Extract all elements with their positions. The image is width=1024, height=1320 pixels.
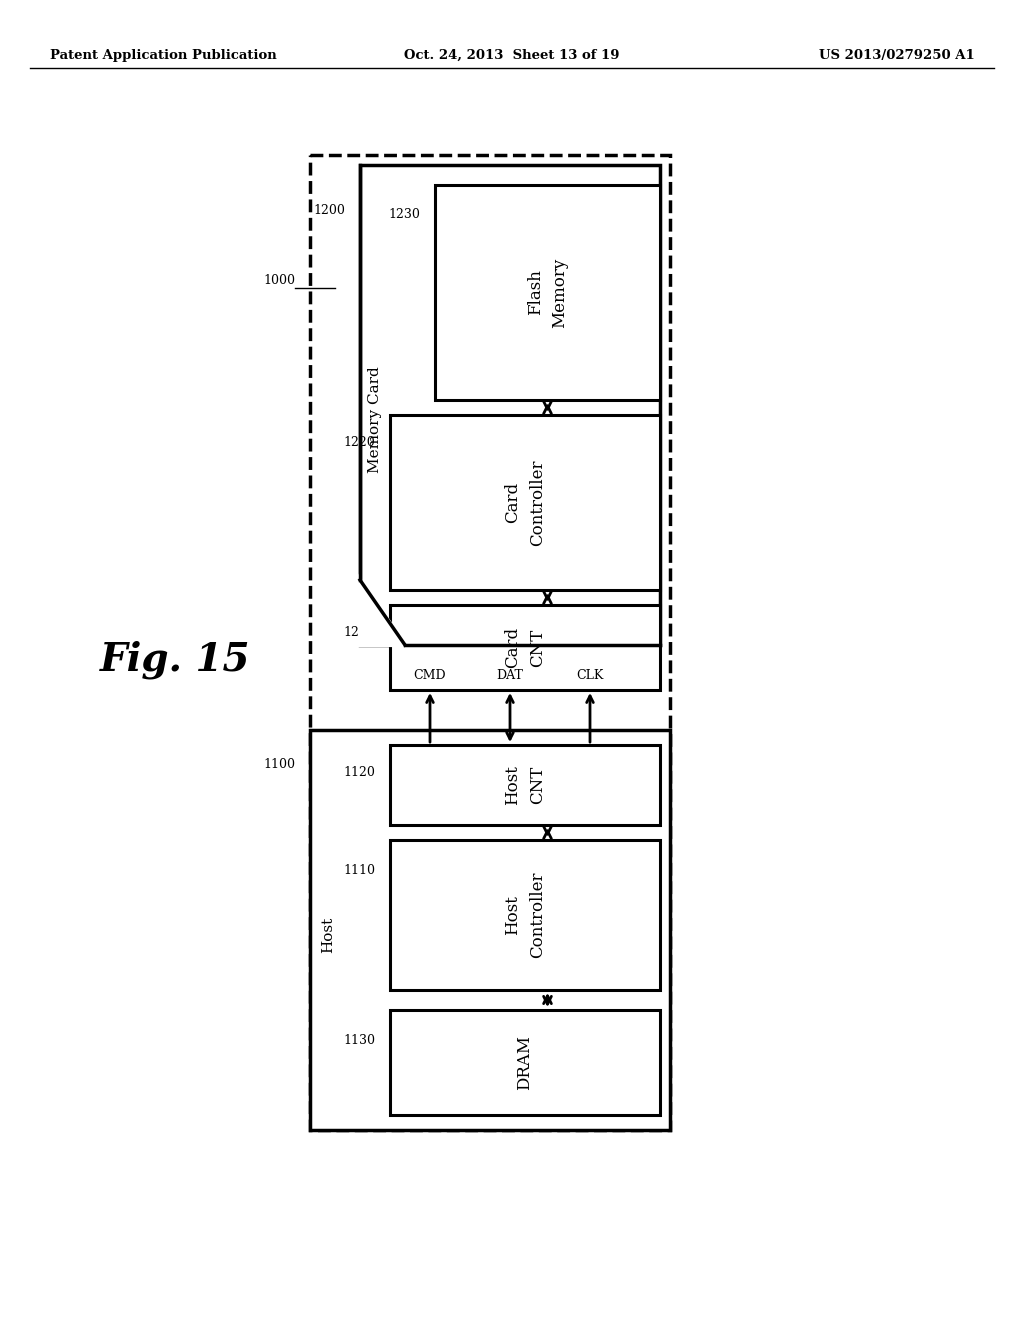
Text: 1200: 1200 <box>313 203 345 216</box>
Text: Host: Host <box>321 917 335 953</box>
Bar <box>390 744 660 825</box>
Text: 1220: 1220 <box>343 437 375 450</box>
Text: 1000: 1000 <box>263 273 295 286</box>
Text: DRAM: DRAM <box>516 1035 534 1090</box>
Text: 1130: 1130 <box>343 1034 375 1047</box>
Text: 1100: 1100 <box>263 759 295 771</box>
Bar <box>390 605 660 690</box>
Bar <box>435 185 660 400</box>
Text: Card
CNT: Card CNT <box>504 627 546 668</box>
Text: Memory Card: Memory Card <box>368 367 382 474</box>
Text: 1120: 1120 <box>343 767 375 780</box>
Bar <box>360 165 660 645</box>
Text: Fig. 15: Fig. 15 <box>99 640 250 680</box>
Text: Oct. 24, 2013  Sheet 13 of 19: Oct. 24, 2013 Sheet 13 of 19 <box>404 49 620 62</box>
Text: 1230: 1230 <box>388 209 420 222</box>
Text: Card
Controller: Card Controller <box>504 459 546 545</box>
Text: Host
CNT: Host CNT <box>504 766 546 805</box>
Text: DAT: DAT <box>497 669 523 682</box>
Text: Flash
Memory: Flash Memory <box>526 257 568 327</box>
Bar <box>390 414 660 590</box>
Polygon shape <box>360 579 406 645</box>
Text: CMD: CMD <box>414 669 446 682</box>
Bar <box>390 1010 660 1115</box>
Text: Host
Controller: Host Controller <box>504 871 546 958</box>
Bar <box>310 730 670 1130</box>
Bar <box>310 154 670 1130</box>
Text: US 2013/0279250 A1: US 2013/0279250 A1 <box>819 49 975 62</box>
Text: Patent Application Publication: Patent Application Publication <box>50 49 276 62</box>
Text: CLK: CLK <box>577 669 604 682</box>
Text: 1210: 1210 <box>343 627 375 639</box>
Text: 1110: 1110 <box>343 863 375 876</box>
Bar <box>390 840 660 990</box>
